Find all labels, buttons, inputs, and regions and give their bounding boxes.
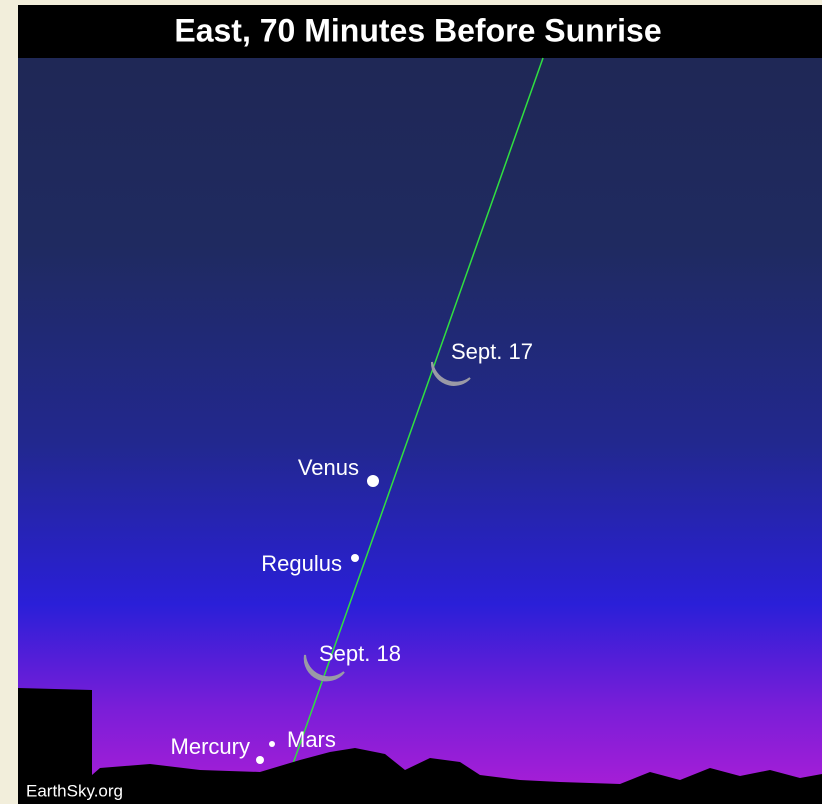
horizon-silhouette (18, 688, 822, 804)
label: Mercury (171, 734, 250, 759)
label: Mars (287, 727, 336, 752)
label: Regulus (261, 551, 342, 576)
mars-dot (269, 741, 275, 747)
moon-crescent (430, 361, 471, 386)
credit: EarthSky.org (26, 781, 123, 800)
label: Venus (298, 455, 359, 480)
mercury-dot (256, 756, 264, 764)
regulus-dot (351, 554, 359, 562)
moon-crescent (303, 654, 345, 682)
title-bar (18, 5, 822, 58)
venus-dot (367, 475, 379, 487)
ecliptic (288, 57, 544, 776)
label: Sept. 18 (319, 641, 401, 666)
title: East, 70 Minutes Before Sunrise (174, 12, 661, 48)
label: Sept. 17 (451, 339, 533, 364)
